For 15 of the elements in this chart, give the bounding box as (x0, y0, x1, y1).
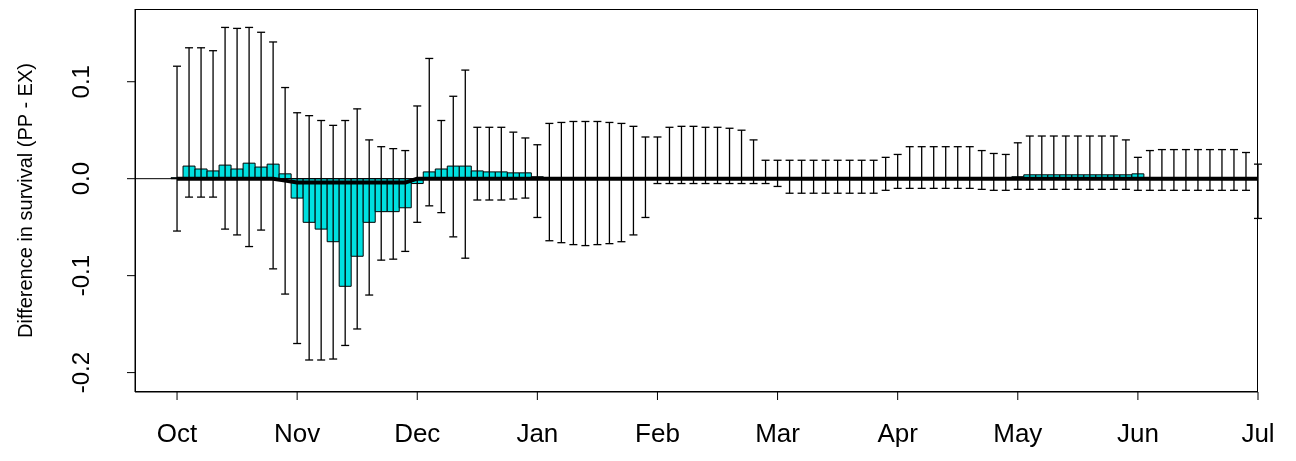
x-tick-label: Dec (394, 418, 441, 449)
y-tick-label: -0.2 (66, 351, 94, 394)
x-tick-label: Jan (516, 418, 559, 449)
y-axis-title: Difference in survival (PP - EX) (14, 63, 36, 338)
x-tick-label: Feb (635, 418, 680, 449)
y-tick-label: 0.1 (66, 65, 94, 99)
y-tick-label: -0.1 (66, 254, 94, 297)
x-tick-label: Jul (1241, 418, 1275, 449)
x-tick-label: May (993, 418, 1043, 449)
x-tick-label: Oct (156, 418, 199, 449)
x-tick-label: Apr (877, 418, 919, 449)
y-tick-label: 0.0 (66, 162, 94, 196)
x-tick-label: Jun (1116, 418, 1159, 449)
x-tick-label: Mar (755, 418, 801, 449)
x-tick-label: Nov (274, 418, 321, 449)
